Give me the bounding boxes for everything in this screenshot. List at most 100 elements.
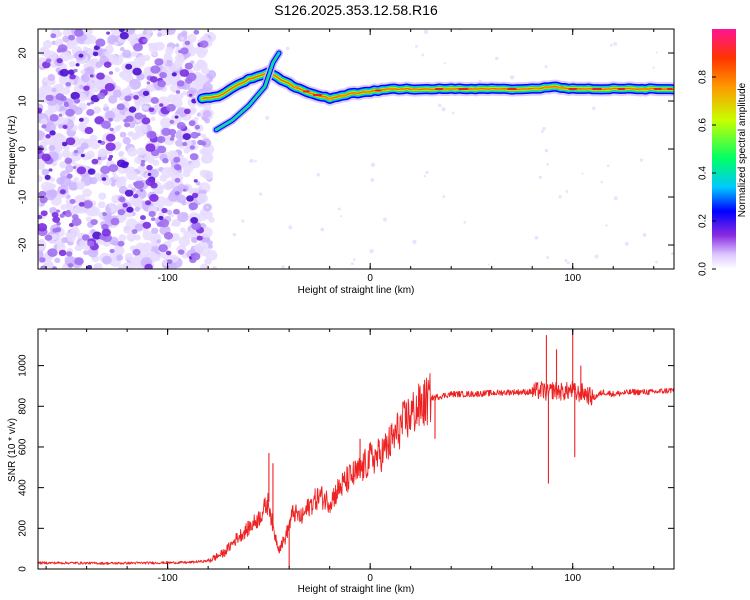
- noise-blob-dark: [109, 127, 114, 132]
- noise-blob: [207, 244, 213, 249]
- noise-dot: [538, 175, 542, 179]
- noise-dot: [642, 232, 647, 237]
- noise-blob: [152, 29, 158, 32]
- noise-blob-dark: [139, 188, 144, 192]
- noise-blob: [118, 71, 125, 78]
- noise-blob: [80, 69, 86, 75]
- noise-dot: [437, 103, 442, 108]
- branch-layer-3: [215, 52, 280, 131]
- noise-blob-dark: [117, 240, 125, 247]
- snr-x-tick-label: -100: [158, 573, 178, 584]
- noise-dot: [600, 180, 604, 184]
- noise-blob-dark: [69, 73, 76, 80]
- noise-blob: [126, 85, 132, 91]
- noise-blob-dark: [82, 200, 93, 209]
- noise-blob-dark: [64, 157, 73, 164]
- snr-y-tick-label: 1000: [18, 354, 29, 377]
- noise-blob-dark: [80, 153, 85, 158]
- noise-blob-dark: [68, 34, 76, 41]
- noise-blob-dark: [182, 141, 188, 147]
- noise-blob-dark: [66, 173, 73, 179]
- noise-blob-dark: [186, 195, 194, 202]
- noise-blob-dark: [169, 137, 175, 141]
- noise-blob-dark: [108, 117, 113, 122]
- noise-blob-dark: [189, 145, 195, 150]
- noise-blob: [189, 106, 197, 114]
- noise-blob: [58, 123, 64, 129]
- noise-blob-dark: [184, 62, 193, 70]
- noise-blob-dark: [190, 131, 199, 139]
- noise-blob-dark: [159, 71, 167, 79]
- noise-blob: [119, 213, 128, 221]
- noise-blob-dark: [71, 217, 82, 226]
- noise-blob: [95, 61, 103, 68]
- noise-blob-dark: [55, 93, 65, 101]
- noise-blob-dark: [175, 165, 182, 171]
- noise-blob: [136, 147, 146, 156]
- noise-blob-dark: [86, 102, 91, 106]
- noise-blob-dark: [140, 159, 146, 164]
- colorbar: 0.0 0.2 0.4 0.6 0.8 Normalized spectral ampl…: [698, 29, 748, 276]
- noise-blob: [104, 50, 112, 58]
- noise-blob-dark: [97, 92, 106, 100]
- noise-blob-dark: [104, 83, 115, 92]
- noise-blob-dark: [178, 49, 182, 54]
- noise-blob-dark: [147, 172, 152, 176]
- noise-blob: [60, 204, 68, 211]
- noise-dot: [639, 158, 644, 162]
- noise-blob: [108, 203, 115, 209]
- noise-blob-dark: [89, 74, 94, 78]
- noise-blob: [118, 150, 125, 157]
- noise-dot: [352, 258, 356, 261]
- noise-dot: [495, 56, 499, 61]
- noise-blob: [148, 168, 159, 179]
- noise-blob-dark: [176, 122, 186, 130]
- noise-blob: [171, 222, 176, 227]
- noise-blob-dark: [142, 221, 152, 229]
- noise-blob: [163, 52, 172, 61]
- noise-dot: [594, 254, 599, 259]
- noise-blob-dark: [106, 31, 111, 35]
- noise-blob: [89, 134, 98, 142]
- noise-blob: [97, 148, 108, 158]
- noise-blob: [129, 245, 135, 251]
- noise-blob: [114, 141, 122, 149]
- noise-blob: [142, 105, 148, 110]
- noise-blob-dark: [163, 231, 174, 240]
- noise-blob-dark: [59, 68, 69, 77]
- noise-blob: [198, 182, 211, 193]
- noise-blob: [42, 40, 52, 49]
- noise-blob: [129, 194, 142, 206]
- noise-blob: [87, 247, 99, 258]
- noise-blob-dark: [47, 248, 58, 257]
- noise-blob: [78, 84, 84, 90]
- noise-blob-dark: [44, 234, 53, 241]
- noise-blob: [112, 89, 122, 98]
- noise-blob-dark: [65, 137, 76, 146]
- noise-blob: [138, 54, 146, 62]
- noise-blob-dark: [103, 61, 112, 68]
- noise-blob: [65, 164, 74, 173]
- noise-blob-dark: [38, 190, 47, 198]
- noise-blob: [193, 243, 202, 252]
- noise-blob: [114, 67, 120, 72]
- noise-blob: [174, 54, 185, 63]
- noise-blob: [127, 184, 133, 189]
- noise-blob: [151, 227, 159, 235]
- noise-dot: [441, 107, 446, 112]
- noise-blob: [142, 242, 153, 252]
- noise-blob-dark: [64, 211, 72, 218]
- noise-blob-dark: [169, 119, 175, 124]
- noise-blob: [114, 125, 121, 132]
- noise-blob: [134, 125, 144, 133]
- noise-blob: [123, 262, 132, 269]
- noise-blob: [54, 38, 64, 47]
- noise-blob: [86, 150, 95, 159]
- noise-blob-dark: [132, 181, 139, 186]
- noise-blob-dark: [73, 68, 78, 73]
- noise-blob: [51, 87, 57, 93]
- noise-blob: [81, 74, 90, 83]
- noise-blob: [119, 46, 125, 52]
- noise-blob-dark: [150, 182, 158, 189]
- noise-blob-dark: [39, 196, 48, 204]
